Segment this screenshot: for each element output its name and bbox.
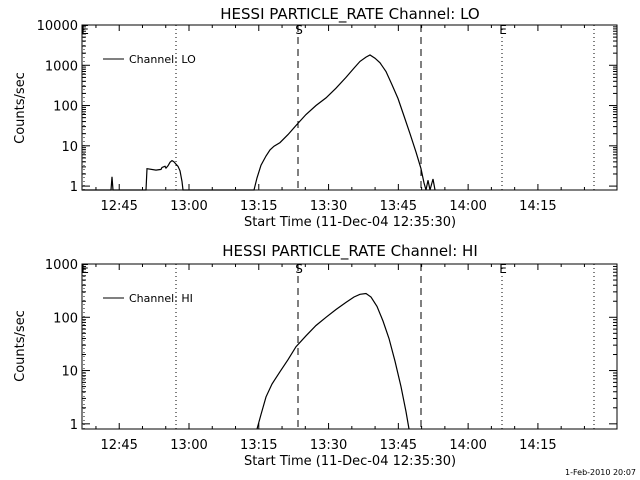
time-marker-label: E: [499, 262, 507, 276]
lo-x-axis-label: Start Time (11-Dec-04 12:35:30): [244, 215, 456, 230]
y-tick-label: 1: [70, 418, 78, 433]
x-tick-label: 12:45: [100, 199, 137, 214]
series-line: [82, 54, 436, 191]
x-tick-label: 13:15: [240, 199, 277, 214]
x-tick-label: 13:45: [380, 199, 417, 214]
timestamp-label: 1-Feb-2010 20:07: [565, 468, 636, 477]
x-tick-label: 14:00: [449, 199, 486, 214]
x-tick-label: 13:30: [310, 438, 347, 453]
lo-plot-frame: [81, 24, 618, 191]
time-marker-label: S: [295, 23, 303, 37]
x-tick-label: 13:00: [170, 199, 207, 214]
lo-chart-title: HESSI PARTICLE_RATE Channel: LO: [220, 5, 479, 24]
y-tick-label: 10000: [37, 19, 78, 34]
series-line: [256, 292, 410, 430]
hi-chart-title: HESSI PARTICLE_RATE Channel: HI: [222, 242, 478, 261]
time-marker-label: S: [295, 262, 303, 276]
x-tick-label: 14:00: [449, 438, 486, 453]
x-tick-label: 13:00: [170, 438, 207, 453]
x-tick-label: 14:15: [519, 199, 556, 214]
y-tick-label: 100: [53, 311, 78, 326]
x-tick-label: 14:15: [519, 438, 556, 453]
y-tick-label: 10: [61, 140, 78, 155]
y-tick-label: 10: [61, 365, 78, 380]
hi-legend-label: Channel: HI: [129, 292, 193, 305]
y-tick-label: 100: [53, 100, 78, 115]
x-tick-label: 13:30: [310, 199, 347, 214]
lo-y-axis-label: Counts/sec: [13, 72, 28, 144]
x-tick-label: 12:45: [100, 438, 137, 453]
x-tick-label: 13:15: [240, 438, 277, 453]
y-tick-label: 1: [70, 180, 78, 195]
hi-plot-frame: [81, 263, 618, 430]
lo-legend-label: Channel: LO: [129, 53, 196, 66]
hi-y-axis-label: Counts/sec: [13, 310, 28, 382]
x-tick-label: 13:45: [380, 438, 417, 453]
time-marker-label: E: [499, 23, 507, 37]
y-tick-label: 1000: [45, 59, 78, 74]
time-marker-label: E: [81, 23, 89, 37]
lo-channel-panel: HESSI PARTICLE_RATE Channel: LO E S E 12:4…: [13, 5, 618, 230]
y-tick-label: 1000: [45, 258, 78, 273]
hi-x-axis-label: Start Time (11-Dec-04 12:35:30): [244, 454, 456, 469]
